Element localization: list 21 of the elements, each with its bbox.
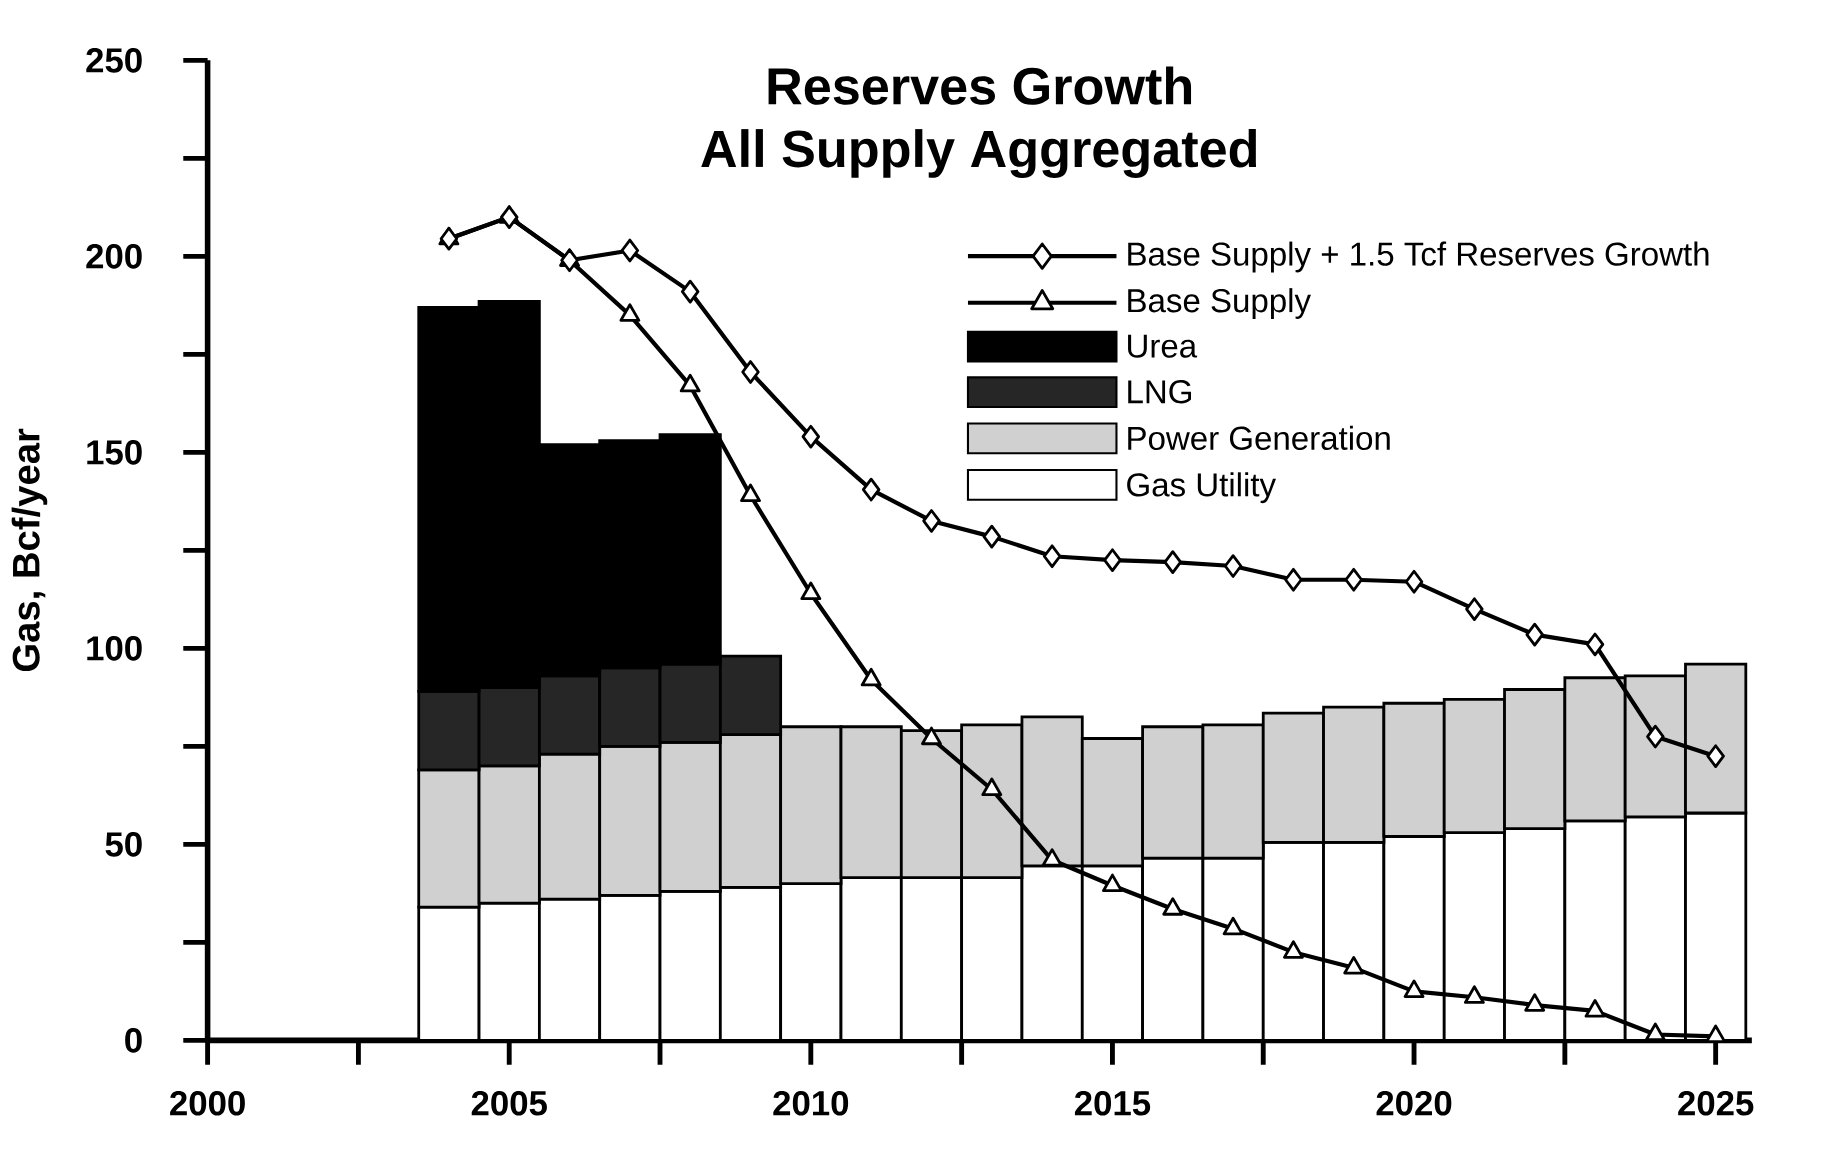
y-tick-label: 150 <box>87 440 142 465</box>
y-tick-label: 50 <box>105 832 142 857</box>
legend-label: LNG <box>1128 380 1191 404</box>
legend-label: Urea <box>1128 334 1198 358</box>
legend-label: Gas Utility <box>1127 472 1276 504</box>
x-tick-label: 2010 <box>773 1090 849 1116</box>
x-tick-label: 2020 <box>1376 1090 1452 1116</box>
text: All Supply Aggregated <box>701 129 1257 178</box>
y-tick-label: 200 <box>86 244 142 269</box>
legend-label: Power Generation <box>1128 425 1390 450</box>
x-tick-label: 2015 <box>1074 1090 1151 1116</box>
legend-label: Base Supply <box>1128 288 1311 319</box>
y-tick-label: 250 <box>86 48 142 73</box>
y-tick-label: 100 <box>87 636 142 661</box>
x-tick-label: 2005 <box>471 1090 547 1116</box>
y-axis-title: Gas, Bcf/year <box>11 428 48 672</box>
legend-label: Base Supply + 1.5 Tcf Reserves Growth <box>1128 241 1709 273</box>
x-tick-label: 2000 <box>170 1090 245 1116</box>
y-tick-label: 0 <box>125 1028 142 1053</box>
x-tick-label: 2025 <box>1678 1090 1754 1116</box>
chart-title: Reserves Growth <box>768 66 1192 105</box>
